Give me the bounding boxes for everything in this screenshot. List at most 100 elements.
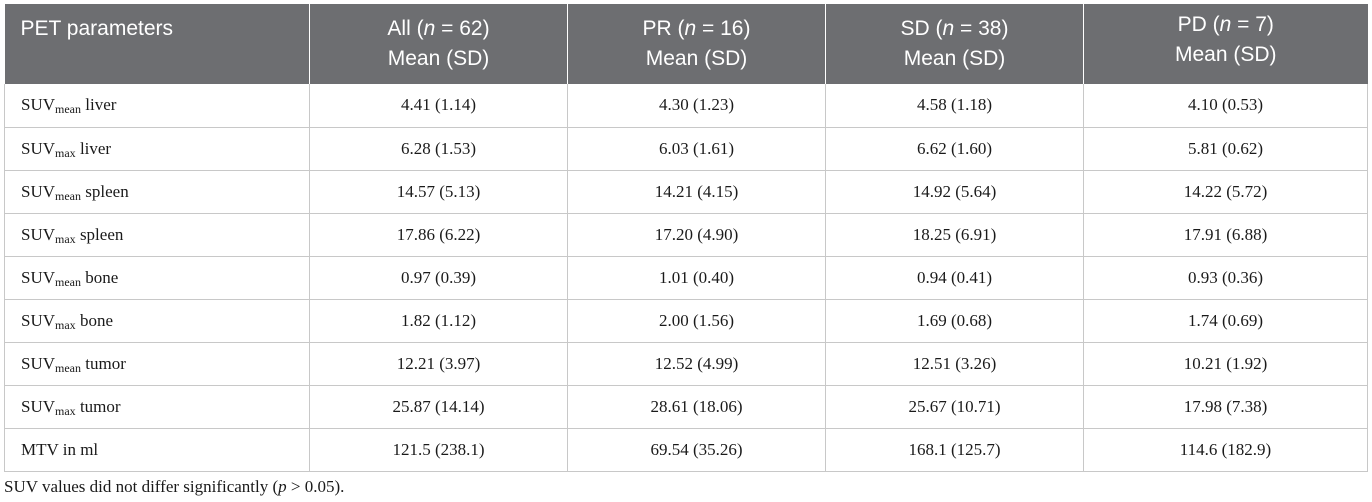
table-cell: 1.01 (0.40): [567, 256, 826, 300]
row-label-base: SUV: [21, 95, 56, 115]
header-col-all: All (n = 62) Mean (SD): [309, 4, 568, 84]
header-n-label: n: [1219, 13, 1232, 36]
header-n-value: = 62: [441, 17, 483, 40]
row-label-subscript: mean: [55, 188, 82, 203]
table-cell: 12.52 (4.99): [567, 342, 826, 386]
header-col-sd: SD (n = 38) Mean (SD): [825, 4, 1084, 84]
table-cell: 25.67 (10.71): [825, 385, 1084, 429]
row-label-suffix: liver: [81, 95, 117, 115]
row-label-subscript: max: [55, 145, 76, 160]
pet-parameters-table: PET parameters All (n = 62) Mean (SD) PR…: [4, 4, 1368, 472]
table-cell: 12.51 (3.26): [825, 342, 1084, 386]
row-label-base: SUV: [21, 310, 56, 330]
table-cell: 4.41 (1.14): [309, 84, 568, 128]
row-label-base: SUV: [21, 181, 56, 201]
table-cell: 1.74 (0.69): [1083, 299, 1368, 343]
row-label-base: MTV in ml: [21, 439, 99, 459]
row-label-suffix: tumor: [81, 353, 126, 373]
table-row: SUVmean liver 4.41 (1.14) 4.30 (1.23) 4.58 …: [4, 84, 1368, 128]
row-label-subscript: max: [55, 317, 76, 332]
table-container: PET parameters All (n = 62) Mean (SD) PR…: [4, 4, 1368, 472]
header-param: PET parameters: [20, 17, 174, 40]
footnote-p: p: [278, 477, 287, 496]
row-label: SUVmax spleen: [4, 213, 310, 257]
table-cell: 14.92 (5.64): [825, 170, 1084, 214]
row-label: SUVmean liver: [4, 84, 310, 128]
table-cell: 28.61 (18.06): [567, 385, 826, 429]
row-label: SUVmax liver: [4, 127, 310, 171]
row-label-subscript: mean: [55, 102, 82, 117]
table-cell: 69.54 (35.26): [567, 428, 826, 472]
header-n-value: = 7: [1237, 13, 1267, 36]
header-n-label: n: [423, 17, 436, 40]
header-n-label: n: [942, 17, 955, 40]
header-n-value: = 16: [702, 17, 744, 40]
table-header: PET parameters All (n = 62) Mean (SD) PR…: [4, 4, 1368, 84]
row-label-suffix: tumor: [75, 396, 121, 416]
row-label-suffix: bone: [75, 310, 113, 330]
table-cell: 6.03 (1.61): [567, 127, 826, 171]
header-stat: Mean (SD): [387, 47, 490, 70]
table-cell: 17.86 (6.22): [309, 213, 568, 257]
header-row: PET parameters All (n = 62) Mean (SD) PR…: [4, 4, 1368, 84]
row-label-suffix: liver: [75, 138, 112, 158]
table-cell: 6.28 (1.53): [309, 127, 568, 171]
table-cell: 1.82 (1.12): [309, 299, 568, 343]
row-label-base: SUV: [21, 353, 56, 373]
table-cell: 121.5 (238.1): [309, 428, 568, 472]
table-cell: 0.97 (0.39): [309, 256, 568, 300]
table-cell: 2.00 (1.56): [567, 299, 826, 343]
table-cell: 12.21 (3.97): [309, 342, 568, 386]
header-col-pr: PR (n = 16) Mean (SD): [567, 4, 826, 84]
header-col-pd: PD (n = 7) Mean (SD): [1083, 4, 1368, 84]
header-group: SD: [900, 17, 930, 40]
header-n-value: = 38: [960, 17, 1002, 40]
table-cell: 14.21 (4.15): [567, 170, 826, 214]
row-label-suffix: spleen: [75, 224, 124, 244]
table-row: MTV in ml 121.5 (238.1) 69.54 (35.26) 168.1…: [4, 428, 1368, 472]
row-label: MTV in ml: [4, 428, 310, 472]
table-cell: 17.91 (6.88): [1083, 213, 1368, 257]
table-cell: 14.22 (5.72): [1083, 170, 1368, 214]
table-body: SUVmean liver 4.41 (1.14) 4.30 (1.23) 4.58 …: [4, 84, 1368, 472]
header-group: PD: [1177, 13, 1207, 36]
footnote-after: > 0.05).: [286, 477, 345, 496]
row-label-base: SUV: [21, 267, 56, 287]
row-label-base: SUV: [21, 224, 56, 244]
table-cell: 14.57 (5.13): [309, 170, 568, 214]
table-cell: 6.62 (1.60): [825, 127, 1084, 171]
table-cell: 4.10 (0.53): [1083, 84, 1368, 128]
table-cell: 1.69 (0.68): [825, 299, 1084, 343]
table-row: SUVmax tumor 25.87 (14.14) 28.61 (18.06) 25…: [4, 385, 1368, 429]
table-cell: 18.25 (6.91): [825, 213, 1084, 257]
row-label: SUVmax tumor: [4, 385, 310, 429]
header-stat: Mean (SD): [1174, 43, 1277, 66]
footnote-before: SUV values did not differ significantly …: [4, 477, 279, 496]
table-cell: 0.93 (0.36): [1083, 256, 1368, 300]
table-cell: 25.87 (14.14): [309, 385, 568, 429]
row-label: SUVmean spleen: [4, 170, 310, 214]
header-group: All: [387, 17, 411, 40]
table-footnote: SUV values did not differ significantly …: [4, 477, 344, 497]
header-stat: Mean (SD): [645, 47, 748, 70]
row-label: SUVmean tumor: [4, 342, 310, 386]
table-cell: 17.98 (7.38): [1083, 385, 1368, 429]
table-row: SUVmax liver 6.28 (1.53) 6.03 (1.61) 6.62 (…: [4, 127, 1368, 171]
table-cell: 17.20 (4.90): [567, 213, 826, 257]
row-label-base: SUV: [21, 138, 56, 158]
table-row: SUVmax spleen 17.86 (6.22) 17.20 (4.90) 18.…: [4, 213, 1368, 257]
row-label-suffix: bone: [81, 267, 119, 287]
table-row: SUVmax bone 1.82 (1.12) 2.00 (1.56) 1.69 (0…: [4, 299, 1368, 343]
row-label-subscript: mean: [55, 274, 82, 289]
row-label: SUVmean bone: [4, 256, 310, 300]
table-cell: 4.30 (1.23): [567, 84, 826, 128]
row-label-subscript: max: [55, 231, 76, 246]
header-stat: Mean (SD): [903, 47, 1006, 70]
row-label-base: SUV: [21, 396, 56, 416]
table-row: SUVmean tumor 12.21 (3.97) 12.52 (4.99) 12.…: [4, 342, 1368, 386]
header-n-label: n: [684, 17, 697, 40]
table-cell: 4.58 (1.18): [825, 84, 1084, 128]
table-row: SUVmean spleen 14.57 (5.13) 14.21 (4.15) 14…: [4, 170, 1368, 214]
table-cell: 10.21 (1.92): [1083, 342, 1368, 386]
row-label-suffix: spleen: [81, 181, 129, 201]
